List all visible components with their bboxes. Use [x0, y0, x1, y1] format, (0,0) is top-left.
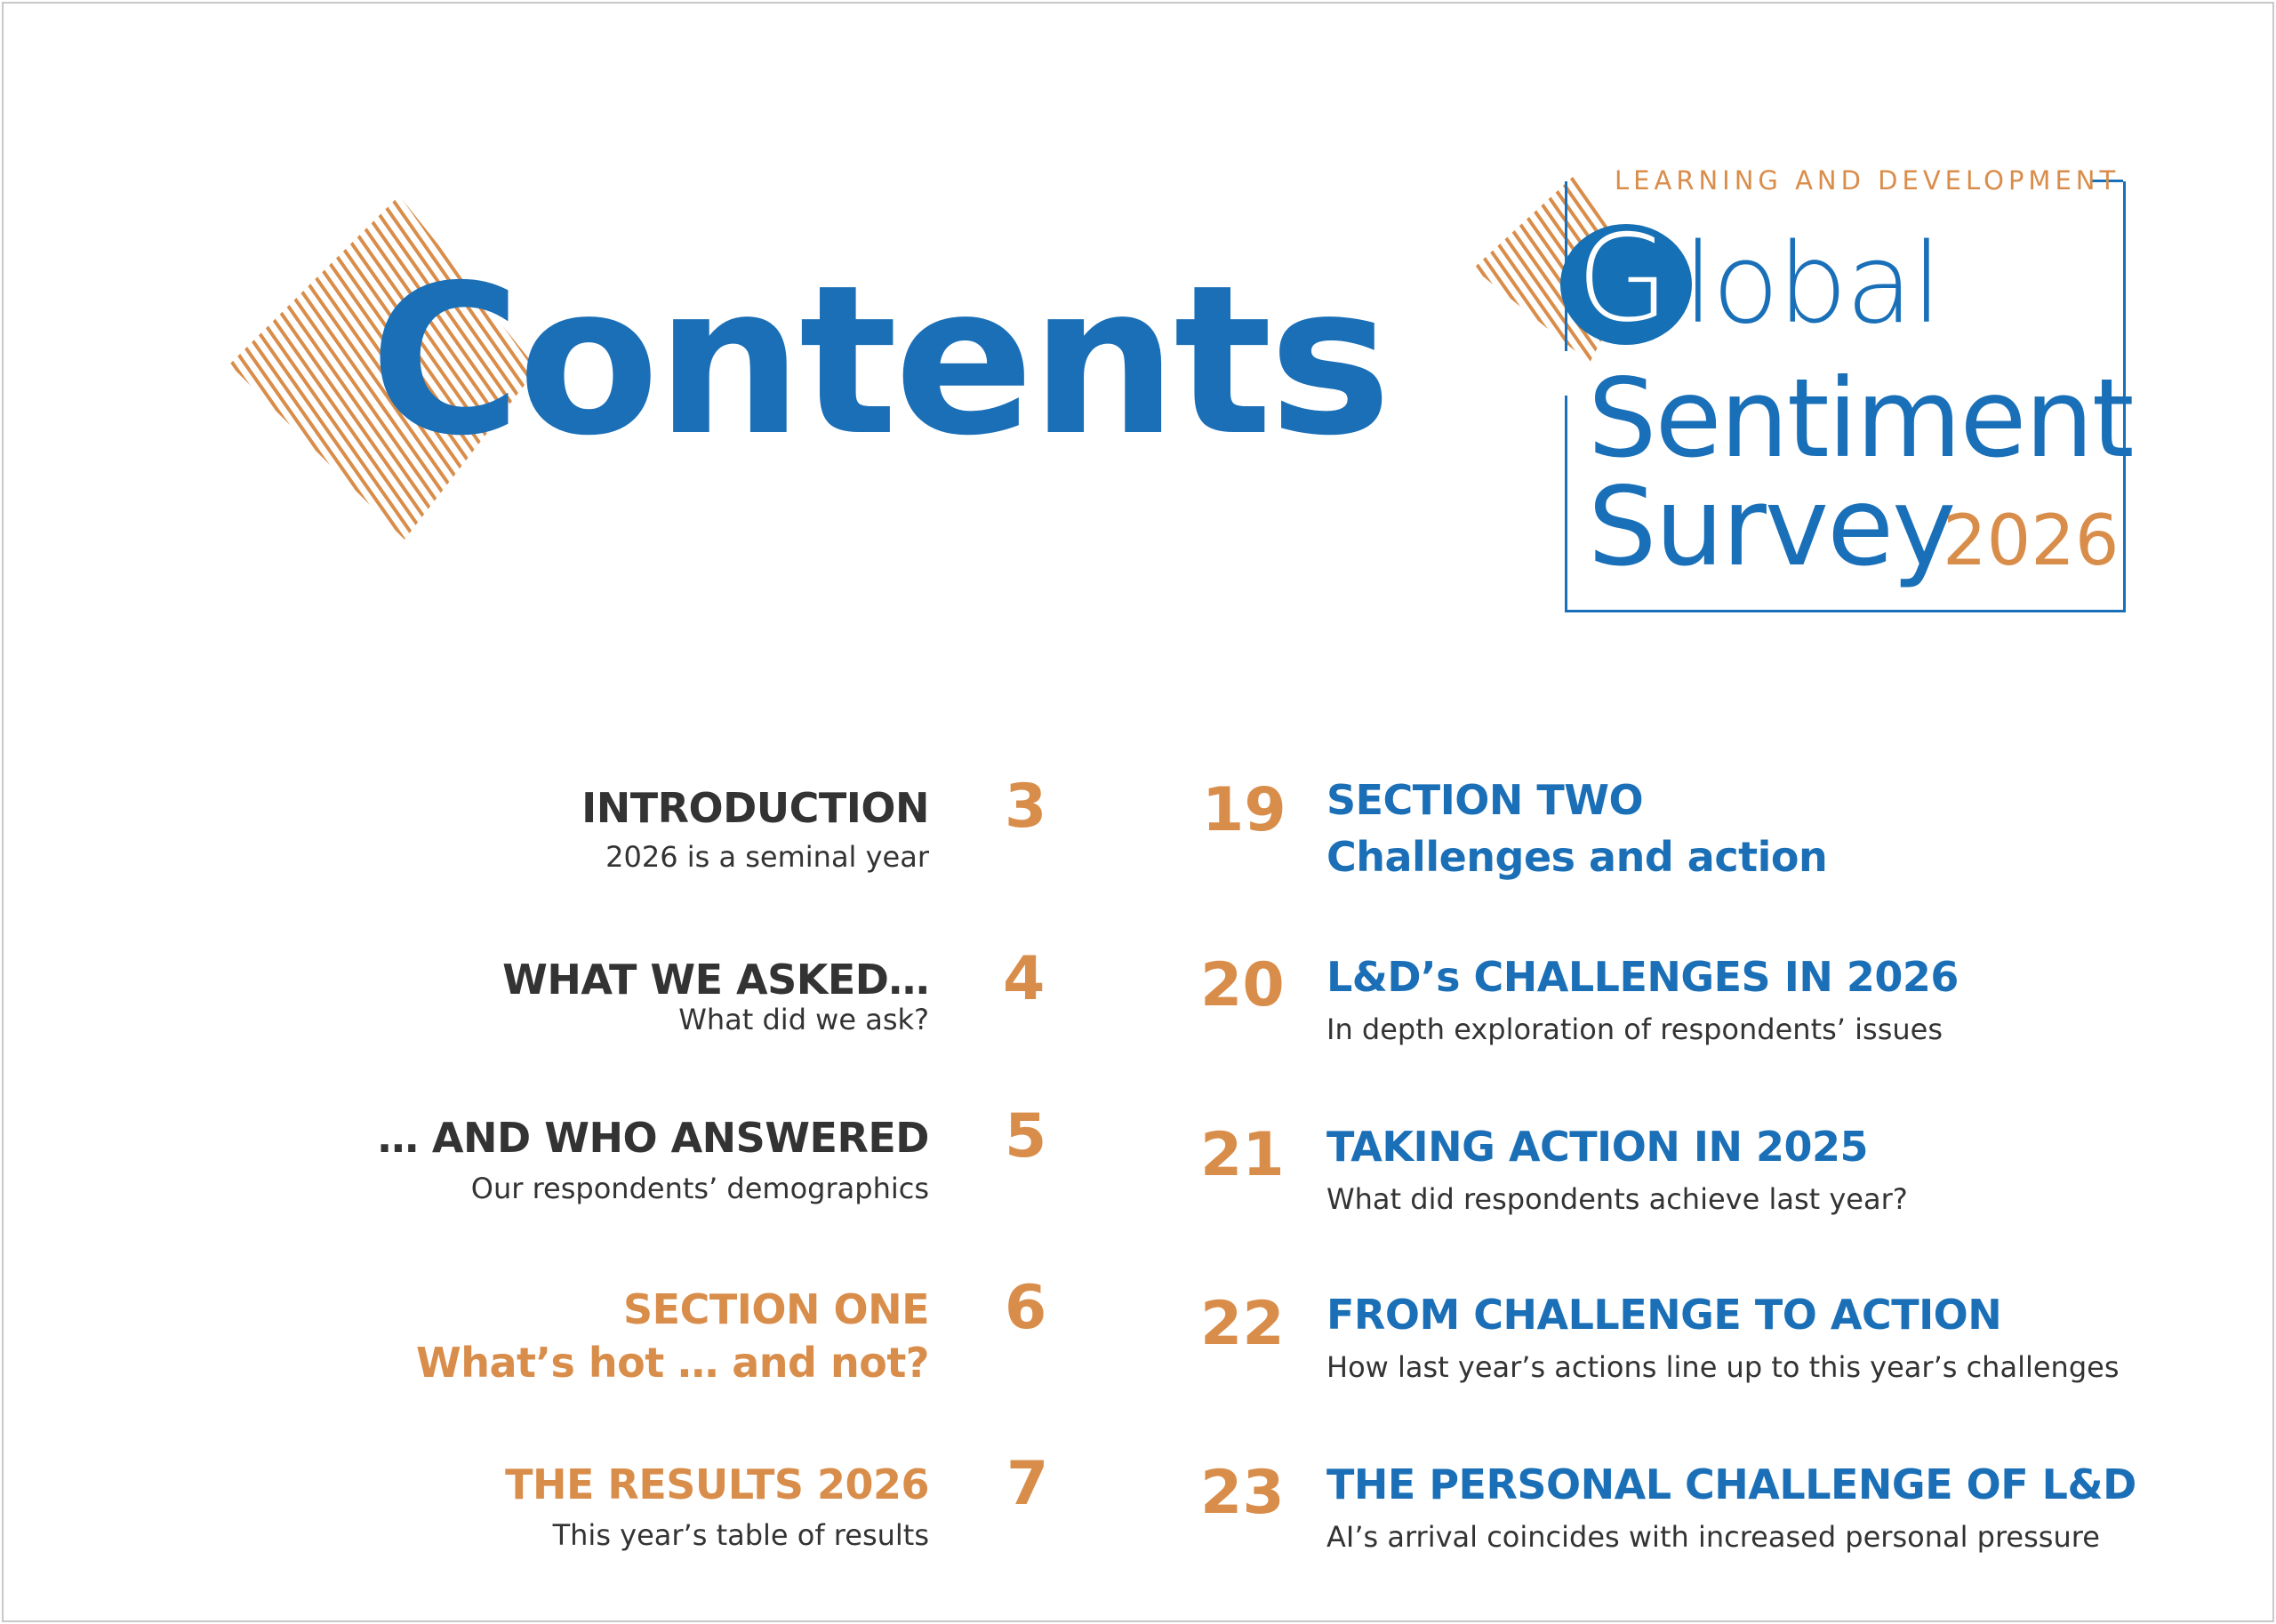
logo-g-circle — [1560, 224, 1692, 345]
toc-entry-taking-action[interactable]: TAKING ACTION IN 2025 What did responden… — [1326, 1126, 1908, 1213]
toc-entry-subtitle: AI’s arrival coincides with increased pe… — [1326, 1520, 2100, 1554]
toc-entry-subtitle: This year’s table of results — [552, 1518, 929, 1552]
toc-page-number[interactable]: 22 — [1200, 1289, 1285, 1359]
toc-entry-challenge-to-action[interactable]: FROM CHALLENGE TO ACTION How last year’s… — [1326, 1294, 2119, 1381]
toc-page-number[interactable]: 23 — [1200, 1458, 1285, 1528]
logo-label: LEARNING AND DEVELOPMENT — [1615, 165, 2120, 196]
toc-entry-title: WHAT WE ASKED… — [502, 956, 929, 1004]
toc-page-number[interactable]: 19 — [1202, 775, 1286, 845]
toc-entry-title: … AND WHO ANSWERED — [377, 1114, 930, 1162]
toc-entry-introduction[interactable]: INTRODUCTION 2026 is a seminal year — [581, 788, 929, 871]
toc-entry-who-answered[interactable]: … AND WHO ANSWERED Our respondents’ demo… — [377, 1114, 930, 1205]
logo-global-text: lobal — [1683, 220, 1942, 348]
logo-survey-text: Survey — [1588, 464, 1956, 590]
toc-entry-title: SECTION TWO — [1326, 776, 1644, 824]
toc-entry-subtitle: Our respondents’ demographics — [470, 1172, 929, 1205]
logo-sentiment-text: Sentiment — [1588, 356, 2135, 482]
toc-entry-subtitle: In depth exploration of respondents’ iss… — [1326, 1012, 1943, 1046]
toc-entry-title: INTRODUCTION — [581, 784, 929, 832]
toc-entry-title: SECTION ONE — [623, 1285, 929, 1333]
toc-entry-section-one[interactable]: SECTION ONE What’s hot … and not? — [415, 1285, 930, 1387]
logo-frame — [1565, 181, 2126, 612]
toc-entry-subtitle: How last year’s actions line up to this … — [1326, 1350, 2120, 1384]
contents-diamond-icon — [229, 196, 537, 540]
toc-entry-title: TAKING ACTION IN 2025 — [1326, 1123, 1869, 1171]
toc-entry-title: L&D’s CHALLENGES IN 2026 — [1326, 953, 1959, 1001]
logo-year: 2026 — [1943, 501, 2120, 581]
toc-entry-subtitle: What did respondents achieve last year? — [1326, 1182, 1908, 1216]
logo-g-letter: G — [1576, 209, 1670, 348]
toc-entry-title: THE RESULTS 2026 — [505, 1460, 929, 1508]
toc-entry-subtitle: What’s hot … and not? — [415, 1339, 930, 1387]
toc-page-number[interactable]: 5 — [1005, 1101, 1047, 1172]
toc-page-number[interactable]: 7 — [1006, 1449, 1049, 1519]
toc-page-number[interactable]: 3 — [1005, 772, 1047, 842]
toc-entry-section-two[interactable]: SECTION TWO Challenges and action — [1326, 776, 1828, 881]
toc-entry-subtitle: Challenges and action — [1326, 833, 1828, 881]
toc-page-number[interactable]: 20 — [1200, 950, 1285, 1020]
toc-entry-personal-challenge[interactable]: THE PERSONAL CHALLENGE OF L&D AI’s arriv… — [1326, 1464, 2136, 1551]
logo-frame-top — [2091, 180, 2123, 182]
toc-page-number[interactable]: 6 — [1005, 1273, 1047, 1343]
toc-page-number[interactable]: 4 — [1003, 944, 1046, 1014]
toc-entry-title: THE PERSONAL CHALLENGE OF L&D — [1326, 1460, 2136, 1508]
page-title: Contents — [370, 241, 1391, 481]
toc-page-number[interactable]: 21 — [1200, 1120, 1285, 1190]
toc-entry-subtitle: What did we ask? — [678, 1003, 929, 1036]
toc-entry-subtitle: 2026 is a seminal year — [605, 840, 929, 874]
toc-entry-what-we-asked[interactable]: WHAT WE ASKED… What did we ask? — [502, 959, 929, 1034]
toc-entry-title: FROM CHALLENGE TO ACTION — [1326, 1291, 2002, 1339]
logo-frame-gap — [1562, 351, 1569, 396]
toc-entry-results-2026[interactable]: THE RESULTS 2026 This year’s table of re… — [505, 1464, 929, 1549]
toc-entry-challenges-2026[interactable]: L&D’s CHALLENGES IN 2026 In depth explor… — [1326, 956, 1959, 1044]
